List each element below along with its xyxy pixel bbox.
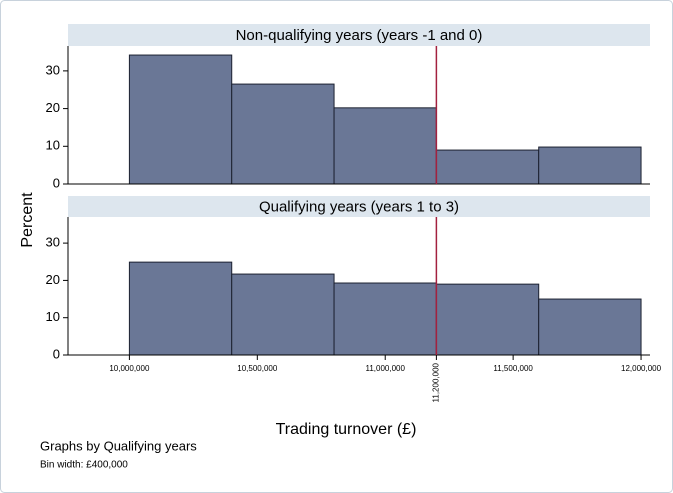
note: Graphs by Qualifying years xyxy=(40,438,197,453)
y-tick-label: 20 xyxy=(46,100,60,115)
panel-title: Qualifying years (years 1 to 3) xyxy=(259,198,459,215)
bar xyxy=(231,273,335,356)
bar xyxy=(333,107,437,185)
x-tick-label: 11,000,000 xyxy=(365,364,405,373)
y-tick-label: 30 xyxy=(46,62,60,77)
bar xyxy=(231,83,335,185)
bar xyxy=(128,54,233,185)
bar xyxy=(435,283,540,356)
y-axis-label: Percent xyxy=(19,192,36,248)
y-tick-label: 0 xyxy=(53,346,60,361)
bar xyxy=(538,298,642,356)
x-tick-label: 11,500,000 xyxy=(493,364,533,373)
y-tick-label: 20 xyxy=(46,272,60,287)
x-tick-label: 11,200,000 xyxy=(431,362,440,402)
panel-strip xyxy=(68,24,650,46)
x-tick-label: 12,000,000 xyxy=(621,364,662,373)
y-tick-label: 30 xyxy=(46,235,60,250)
bin-note: Bin width: £400,000 xyxy=(40,460,128,471)
bar xyxy=(435,149,540,185)
y-tick-label: 10 xyxy=(46,138,60,153)
y-tick-label: 0 xyxy=(53,175,60,190)
x-tick-label: 10,000,000 xyxy=(109,364,150,373)
y-tick-label: 10 xyxy=(46,309,60,324)
panel-title: Non-qualifying years (years -1 and 0) xyxy=(236,27,483,44)
panel-strip xyxy=(68,196,650,217)
bar xyxy=(128,261,233,356)
bar xyxy=(333,282,437,356)
bar xyxy=(538,146,642,185)
x-axis-label: Trading turnover (£) xyxy=(276,421,417,438)
x-tick-label: 10,500,000 xyxy=(237,364,278,373)
